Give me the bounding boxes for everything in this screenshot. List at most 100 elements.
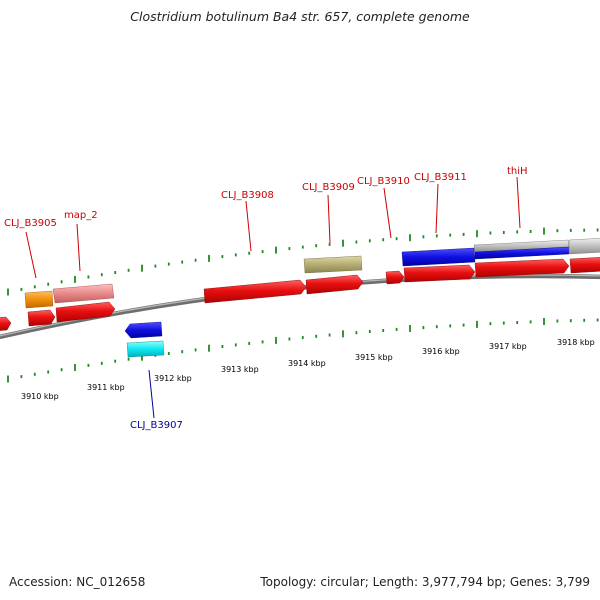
cds-forward[interactable]: [474, 258, 570, 278]
minor-tick: [234, 343, 237, 347]
minor-tick: [583, 318, 586, 322]
minor-tick: [395, 237, 398, 241]
minor-tick: [529, 320, 532, 324]
minor-tick: [449, 233, 452, 237]
kbp-label: 3913 kbp: [221, 365, 259, 374]
minor-tick: [234, 253, 237, 257]
accession-label: Accession: NC_012658: [9, 575, 146, 589]
cds-forward[interactable]: [403, 264, 476, 283]
minor-tick: [328, 333, 331, 337]
feature-cyan[interactable]: [126, 340, 165, 358]
minor-tick: [529, 230, 532, 233]
major-tick: [74, 275, 76, 283]
major-tick: [208, 344, 210, 352]
feature-track-upper: [24, 238, 600, 309]
cds-forward[interactable]: [569, 257, 600, 274]
minor-tick: [100, 273, 103, 277]
major-tick: [476, 320, 478, 328]
minor-tick: [556, 319, 559, 323]
major-tick: [275, 246, 277, 254]
minor-tick: [368, 330, 371, 333]
cds-forward[interactable]: [385, 270, 405, 285]
kbp-label: 3914 kbp: [288, 359, 326, 368]
gene-label-clj-b3908[interactable]: CLJ_B3908: [221, 190, 274, 201]
minor-tick: [516, 321, 519, 324]
minor-tick: [569, 228, 572, 232]
minor-tick: [502, 321, 505, 325]
minor-tick: [127, 357, 130, 361]
cds-forward[interactable]: [27, 309, 56, 327]
minor-tick: [20, 287, 23, 291]
gene-label-thih[interactable]: thiH: [507, 166, 528, 177]
major-tick: [141, 353, 143, 361]
cds-forward[interactable]: [203, 279, 307, 304]
minor-tick: [127, 268, 130, 272]
cds-track-forward: [0, 257, 600, 331]
feature-grey[interactable]: [568, 238, 600, 255]
feature-blue[interactable]: [401, 247, 476, 267]
minor-tick: [248, 341, 251, 345]
feature-orange[interactable]: [24, 290, 54, 309]
minor-tick: [288, 247, 291, 251]
minor-tick: [516, 230, 519, 234]
cds-forward[interactable]: [305, 274, 364, 295]
map-title: Clostridium botulinum Ba4 str. 657, comp…: [130, 9, 470, 24]
tick-row-lower: [7, 318, 599, 383]
gene-labels: CLJ_B3905 map_2 CLJ_B3908 CLJ_B3909 CLJ_…: [4, 166, 528, 431]
minor-tick: [20, 375, 23, 379]
gene-label-clj-b3907[interactable]: CLJ_B3907: [130, 420, 183, 431]
minor-tick: [596, 318, 599, 322]
minor-tick: [248, 251, 251, 255]
minor-tick: [462, 232, 465, 236]
minor-tick: [194, 258, 197, 262]
minor-tick: [569, 319, 572, 323]
minor-tick: [221, 345, 224, 348]
kbp-label: 3915 kbp: [355, 353, 393, 362]
minor-tick: [288, 337, 291, 341]
minor-tick: [489, 231, 492, 235]
minor-tick: [502, 231, 505, 234]
minor-tick: [87, 363, 90, 367]
minor-tick: [100, 361, 103, 365]
minor-tick: [328, 242, 331, 246]
feature-track-reverse: [124, 321, 165, 358]
label-leaders: [25, 176, 521, 419]
major-tick: [543, 318, 545, 325]
gene-label-map-2[interactable]: map_2: [64, 210, 98, 221]
feature-olive[interactable]: [303, 255, 363, 274]
major-tick: [476, 230, 478, 238]
minor-tick: [60, 280, 63, 284]
minor-tick: [221, 255, 224, 259]
minor-tick: [47, 282, 50, 286]
minor-tick: [33, 372, 36, 376]
minor-tick: [382, 329, 385, 332]
minor-tick: [449, 324, 452, 328]
cds-forward[interactable]: [0, 316, 12, 331]
cds-forward[interactable]: [55, 301, 116, 323]
gene-label-clj-b3910[interactable]: CLJ_B3910: [357, 176, 410, 187]
kbp-label: 3917 kbp: [489, 342, 527, 351]
major-tick: [275, 336, 277, 344]
major-tick: [7, 288, 9, 296]
tick-row-upper: [7, 227, 599, 296]
gene-label-clj-b3911[interactable]: CLJ_B3911: [414, 172, 467, 183]
minor-tick: [154, 264, 157, 268]
minor-tick: [315, 334, 318, 338]
major-tick: [342, 239, 344, 247]
minor-tick: [422, 326, 425, 330]
major-tick: [409, 325, 411, 332]
minor-tick: [181, 260, 184, 264]
minor-tick: [47, 370, 50, 374]
minor-tick: [60, 368, 63, 372]
major-tick: [543, 227, 545, 235]
kbp-label: 3912 kbp: [154, 374, 192, 383]
cds-reverse[interactable]: [124, 321, 163, 339]
gene-label-clj-b3905[interactable]: CLJ_B3905: [4, 218, 57, 229]
minor-tick: [489, 322, 492, 326]
gene-label-clj-b3909[interactable]: CLJ_B3909: [302, 182, 355, 193]
major-tick: [141, 264, 143, 272]
minor-tick: [355, 331, 358, 335]
feature-pink[interactable]: [52, 283, 115, 304]
